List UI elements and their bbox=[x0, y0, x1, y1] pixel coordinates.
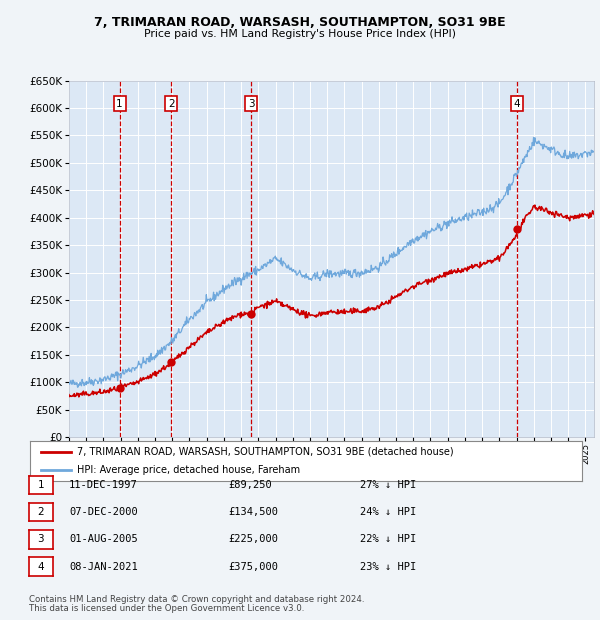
Text: 2: 2 bbox=[37, 507, 44, 517]
Text: £134,500: £134,500 bbox=[228, 507, 278, 517]
Text: £225,000: £225,000 bbox=[228, 534, 278, 544]
Text: 01-AUG-2005: 01-AUG-2005 bbox=[69, 534, 138, 544]
Text: 08-JAN-2021: 08-JAN-2021 bbox=[69, 562, 138, 572]
Text: 4: 4 bbox=[514, 99, 520, 108]
Text: 7, TRIMARAN ROAD, WARSASH, SOUTHAMPTON, SO31 9BE (detached house): 7, TRIMARAN ROAD, WARSASH, SOUTHAMPTON, … bbox=[77, 446, 454, 456]
Text: £375,000: £375,000 bbox=[228, 562, 278, 572]
Text: 11-DEC-1997: 11-DEC-1997 bbox=[69, 480, 138, 490]
Text: 4: 4 bbox=[37, 562, 44, 572]
Text: 7, TRIMARAN ROAD, WARSASH, SOUTHAMPTON, SO31 9BE: 7, TRIMARAN ROAD, WARSASH, SOUTHAMPTON, … bbox=[94, 17, 506, 29]
Text: 23% ↓ HPI: 23% ↓ HPI bbox=[360, 562, 416, 572]
Text: 1: 1 bbox=[116, 99, 123, 108]
Text: Price paid vs. HM Land Registry's House Price Index (HPI): Price paid vs. HM Land Registry's House … bbox=[144, 29, 456, 39]
Text: This data is licensed under the Open Government Licence v3.0.: This data is licensed under the Open Gov… bbox=[29, 604, 304, 613]
Text: 3: 3 bbox=[248, 99, 254, 108]
Text: 24% ↓ HPI: 24% ↓ HPI bbox=[360, 507, 416, 517]
Text: 3: 3 bbox=[37, 534, 44, 544]
Text: £89,250: £89,250 bbox=[228, 480, 272, 490]
Text: 22% ↓ HPI: 22% ↓ HPI bbox=[360, 534, 416, 544]
Text: 07-DEC-2000: 07-DEC-2000 bbox=[69, 507, 138, 517]
Text: HPI: Average price, detached house, Fareham: HPI: Average price, detached house, Fare… bbox=[77, 466, 300, 476]
Text: 2: 2 bbox=[168, 99, 175, 108]
Text: 27% ↓ HPI: 27% ↓ HPI bbox=[360, 480, 416, 490]
Text: 1: 1 bbox=[37, 480, 44, 490]
Text: Contains HM Land Registry data © Crown copyright and database right 2024.: Contains HM Land Registry data © Crown c… bbox=[29, 595, 364, 604]
